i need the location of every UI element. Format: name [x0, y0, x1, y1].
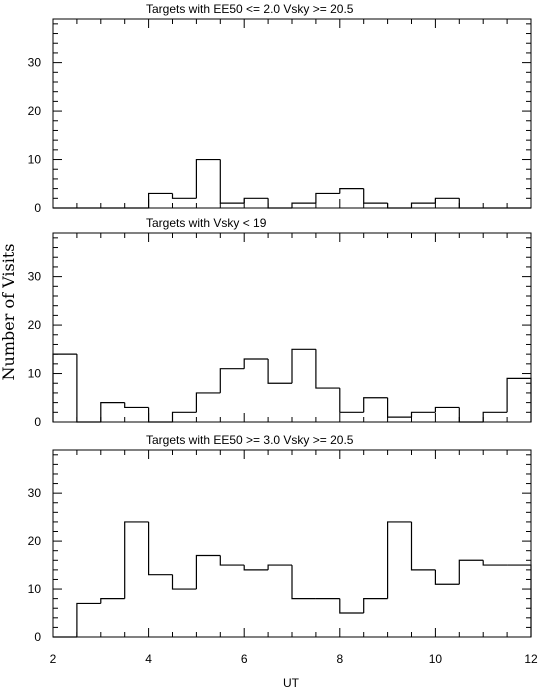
histogram-bar — [315, 192, 340, 204]
histogram-bar — [148, 192, 173, 208]
y-axis-title: Number of Visits — [0, 244, 18, 381]
histogram-bar — [482, 560, 508, 566]
histogram-bar — [410, 521, 436, 571]
histogram-bar — [506, 377, 532, 422]
histogram-bar — [507, 564, 532, 637]
histogram-bar — [100, 598, 125, 604]
histogram-bar — [52, 353, 77, 422]
histogram-bar — [267, 198, 292, 209]
panel-title: Targets with EE50 <= 2.0 Vsky >= 20.5 — [146, 2, 354, 16]
y-tick-label: 20 — [28, 104, 42, 118]
y-tick-label: 10 — [28, 582, 42, 596]
y-tick-label: 10 — [28, 153, 42, 167]
plot-frame — [52, 18, 532, 209]
histogram-bar — [243, 197, 269, 204]
histogram-bar — [100, 402, 125, 422]
histogram-bar — [339, 598, 364, 614]
y-tick-label: 0 — [34, 415, 41, 429]
x-tick-label: 2 — [50, 652, 57, 666]
histogram-bar — [434, 406, 460, 413]
histogram-bar — [148, 407, 173, 423]
histogram-bar — [363, 188, 388, 204]
x-tick-label: 12 — [524, 652, 538, 666]
y-tick-label: 30 — [28, 270, 42, 284]
histogram-bar — [243, 565, 269, 571]
histogram-bar — [482, 411, 508, 422]
histogram-bar — [171, 193, 197, 199]
panel-title: Targets with Vsky < 19 — [146, 216, 267, 230]
histogram-bar — [219, 555, 245, 566]
histogram-bar — [458, 559, 484, 585]
x-tick-label: 6 — [241, 652, 248, 666]
histogram-bar — [339, 188, 364, 194]
histogram-bar — [76, 354, 101, 423]
y-tick-label: 30 — [28, 56, 42, 70]
histogram-bar — [124, 521, 149, 599]
x-tick-label: 10 — [429, 652, 443, 666]
panel-title: Targets with EE50 >= 3.0 Vsky >= 20.5 — [146, 433, 354, 447]
histogram-bar — [291, 348, 316, 384]
histogram-bar — [124, 402, 149, 409]
histogram-bar — [458, 407, 484, 423]
histogram-bar — [195, 392, 221, 413]
y-tick-label: 20 — [28, 534, 42, 548]
histogram-bar — [410, 411, 436, 418]
plot-frame — [52, 232, 532, 423]
histogram-bar — [219, 159, 245, 204]
y-tick-label: 0 — [34, 630, 41, 644]
histogram-bar — [267, 564, 292, 570]
histogram-bar — [76, 602, 101, 637]
histogram-bar — [387, 397, 412, 418]
histogram-bar — [171, 574, 197, 590]
x-tick-label: 4 — [145, 652, 152, 666]
histogram-bar — [148, 521, 173, 576]
histogram-bar — [387, 521, 412, 599]
histogram-bar — [434, 569, 460, 585]
y-tick-label: 10 — [28, 367, 42, 381]
histogram-bar — [410, 202, 436, 208]
x-tick-label: 8 — [336, 652, 343, 666]
histogram-bar — [219, 368, 245, 393]
histogram-bar — [267, 359, 292, 384]
y-tick-label: 0 — [34, 201, 41, 215]
histogram-bar — [243, 358, 269, 369]
histogram-bar — [171, 411, 197, 422]
histogram-bar — [195, 158, 221, 199]
histogram-bar — [291, 202, 316, 208]
histogram-bar — [387, 203, 412, 209]
histogram-bar — [291, 565, 316, 600]
x-axis-title: UT — [283, 676, 300, 688]
y-tick-label: 20 — [28, 318, 42, 332]
histogram-bar — [315, 349, 340, 389]
histogram-bar — [339, 388, 364, 413]
histogram-bar — [434, 197, 460, 204]
panels: Targets with EE50 <= 2.0 Vsky >= 20.5 0 10… — [28, 2, 538, 666]
y-tick-label: 30 — [28, 486, 42, 500]
histogram-bar — [458, 198, 484, 209]
histogram-bar — [363, 397, 388, 413]
histogram-bar — [363, 598, 388, 614]
histogram-bar — [195, 554, 221, 590]
